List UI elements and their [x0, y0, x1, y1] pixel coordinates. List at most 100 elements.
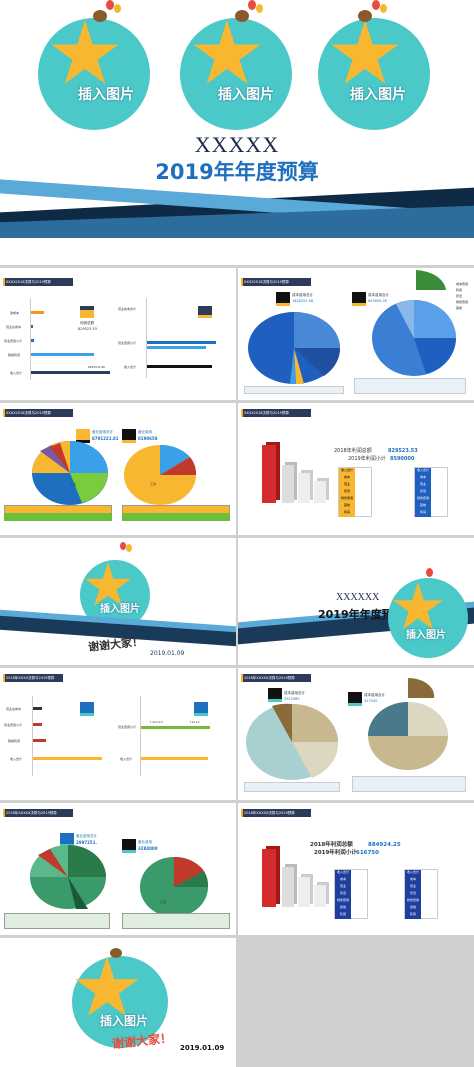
image-placeholder-thanks2[interactable]: 插入图片 — [72, 940, 182, 1050]
bar — [32, 757, 102, 760]
cost-2019-label: 成本费用合计 — [364, 693, 385, 697]
bear-icon — [110, 948, 122, 958]
bar-3d — [298, 877, 310, 907]
tag-2019 — [348, 692, 362, 706]
data-table — [352, 776, 466, 792]
left-bar — [30, 325, 33, 328]
summary-table-right: 收入合计 成本 营业 折旧 财务费用 其他 利润 — [404, 869, 438, 919]
summary-table-left: 收入合计 成本 营业 折旧 财务费用 其他 利润 — [334, 869, 368, 919]
cost-pie-2019 — [372, 270, 456, 376]
slide-2018-vs-2019-bars: XXXX2018决算与2019预算 利润总额 829523.53 净成本 营业总… — [0, 268, 236, 400]
table-cell: 利润 — [339, 510, 355, 517]
table-cell: 财务费用 — [405, 898, 421, 905]
table-cell: 营业 — [405, 884, 421, 891]
slide-cost-pies: XXXX2018决算与2019预算 成本费用总计 1818252.56 成本费用… — [238, 268, 474, 400]
thanks-date: 2019.01.09 — [150, 650, 185, 657]
balloon-icon — [372, 0, 380, 10]
table-cell: 其他 — [339, 503, 355, 510]
image-placeholder-1[interactable]: 插入图片 — [38, 0, 158, 130]
table-cell: 折旧 — [339, 489, 355, 496]
bar — [140, 757, 208, 760]
legend-item: 折旧 — [456, 294, 463, 298]
pie-label: 工资 — [150, 482, 157, 486]
table-cell: 其他 — [335, 905, 351, 912]
profit-line1-label: 2018年利润总额 — [310, 842, 353, 848]
slide-expense-pies: XXXX2018决算与2019预算 营业费用总计 8791221.81 营业费用… — [0, 403, 236, 535]
table-cell: 财务费用 — [335, 898, 351, 905]
balloon-icon — [256, 4, 263, 13]
table-cell: 成本 — [335, 877, 351, 884]
slide-2018-xx-pies: 2018年XXXXX决算与2019预算 成本费用总计 3312985 成本费用合… — [238, 668, 474, 800]
data-table — [354, 378, 466, 394]
right-row-label: 营业成本合计 — [118, 307, 137, 311]
tag-2018 — [80, 702, 94, 716]
placeholder-text: 插入图片 — [350, 87, 406, 103]
slide-header: 2018年XXXXX决算与2019预算 — [241, 809, 311, 817]
profit-label: 利润总额 — [80, 321, 94, 325]
table-cell: 收入合计 — [335, 870, 351, 877]
table-cell: 其他 — [405, 905, 421, 912]
bar-3d — [262, 849, 276, 907]
cover-title: 2019年年度预算 — [155, 160, 319, 184]
data-table — [122, 513, 230, 521]
legend-item: 利润 — [456, 288, 463, 292]
bar — [32, 723, 42, 726]
row-label: 营业费用小计 — [4, 723, 23, 727]
table-cell: 财务费用 — [339, 496, 355, 503]
row-label: 营业总成本 — [6, 707, 22, 711]
left-bar — [30, 339, 34, 342]
placeholder-text: 插入图片 — [406, 630, 446, 641]
expense-2019-value: 3284000 — [138, 846, 158, 851]
image-placeholder-2[interactable]: 插入图片 — [180, 0, 300, 130]
decor-wave — [0, 238, 474, 265]
cover-title: 2019年年度预算 — [318, 608, 404, 621]
bear-icon — [93, 10, 107, 22]
summary-table-right: 收入合计 成本 营业 折旧 财务费用 其他 利润 — [414, 467, 448, 517]
data-table — [122, 913, 230, 929]
expense-2018-value: 8791221.81 — [92, 436, 119, 441]
expense-2019-label: 营业费用 — [138, 840, 152, 844]
tag-2018 — [276, 292, 290, 306]
axis-line — [32, 696, 33, 776]
slide-profit-summary-2: 2018年XXXXX决算与2019预算 2018年利润总额 884924.25 … — [238, 803, 474, 935]
left-row-label: 净成本 — [10, 311, 20, 315]
right-bar — [146, 365, 212, 368]
bar-3d — [282, 465, 294, 503]
right-bar — [146, 346, 206, 349]
right-row-label: 收入合计 — [120, 757, 133, 761]
cost-2018-value: 3312985 — [284, 697, 300, 701]
right-row-label: 收入合计 — [124, 365, 137, 369]
bear-icon — [235, 10, 249, 22]
balloon-icon — [106, 0, 114, 10]
table-cell: 财务费用 — [415, 496, 431, 503]
slide-header: XXXX2018决算与2019预算 — [3, 278, 73, 286]
bar — [32, 739, 46, 742]
company-name: XXXXXX — [336, 592, 380, 603]
profit-line2-value: 8590000 — [390, 456, 415, 462]
slide-2018-xxx-expense: 2018年XXXXX决算与2019预算 营业费用总计 2997251. 营业费用… — [0, 803, 236, 935]
expense-pie-2018 — [30, 845, 106, 909]
table-cell: 营业 — [339, 482, 355, 489]
data-table — [4, 913, 110, 929]
expense-pie-2019 — [124, 444, 197, 505]
slide-profit-summary: XXXX2018决算与2019预算 2018年利润总额 829523.53 20… — [238, 403, 474, 535]
left-row-label: 营业费用小计 — [4, 339, 23, 343]
cover-slide: 插入图片 插入图片 插入图片 XXXXX 2019年年度预算 — [0, 0, 474, 265]
bar-3d — [314, 885, 326, 907]
image-placeholder-cover2[interactable]: 插入图片 — [388, 568, 474, 664]
cost-2019-value: 843000.00 — [368, 299, 387, 303]
left-bar — [30, 353, 94, 356]
image-placeholder-3[interactable]: 插入图片 — [318, 0, 438, 130]
expense-2018-label: 营业费用总计 — [92, 430, 113, 434]
cost-pie-2018 — [246, 703, 339, 780]
thanks-slide-2: 插入图片 谢谢大家！ 2019.01.09 — [0, 938, 236, 1067]
profit-line1-value: 829523.53 — [388, 448, 418, 454]
table-cell: 收入合计 — [405, 870, 421, 877]
slide-header: 2018年XXXXX决算与2019预算 — [241, 674, 311, 682]
bear-icon — [358, 10, 372, 22]
bar-value: 1.49.3.0.0 — [150, 721, 163, 724]
cover-slide-2: XXXXXX 2019年年度预算 插入图片 — [238, 538, 474, 665]
row-label: 税前利润 — [8, 739, 21, 743]
table-cell: 折旧 — [335, 891, 351, 898]
axis-line — [30, 298, 31, 380]
